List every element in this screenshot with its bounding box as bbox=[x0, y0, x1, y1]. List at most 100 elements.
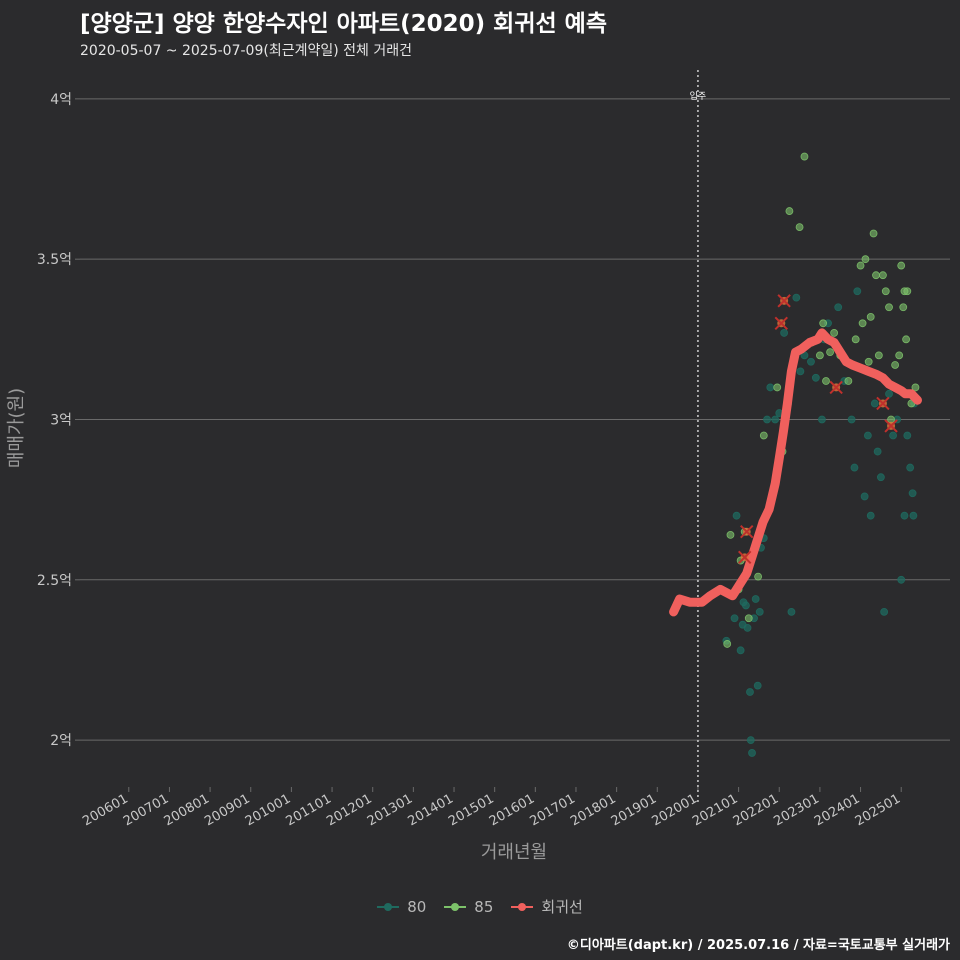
point-85-21 bbox=[851, 335, 860, 344]
x-tick-label-19: 202501 bbox=[853, 791, 903, 829]
point-80-38 bbox=[863, 431, 872, 440]
point-80-48 bbox=[900, 511, 909, 520]
marked-point-x-3 bbox=[777, 294, 791, 308]
legend-key-80-icon bbox=[377, 901, 400, 913]
marked-point-x-6 bbox=[884, 419, 898, 433]
point-85-29 bbox=[874, 351, 883, 360]
point-85-32 bbox=[885, 303, 893, 312]
legend-item-regression: 회귀선 bbox=[511, 896, 583, 917]
marked-point-0 bbox=[737, 550, 752, 565]
point-85-25 bbox=[864, 357, 873, 366]
point-80-6 bbox=[742, 601, 750, 610]
point-80-9 bbox=[746, 736, 755, 745]
marked-point-x-5 bbox=[876, 396, 890, 411]
point-85-20 bbox=[844, 377, 853, 385]
x-tick-label-13: 201901 bbox=[609, 791, 659, 829]
x-tick-label-2: 200801 bbox=[162, 791, 212, 829]
point-85-14 bbox=[816, 351, 824, 360]
chart-title: [양양군] 양양 한양수자인 아파트(2020) 회귀선 예측 bbox=[80, 11, 607, 37]
source-caption: ©디아파트(dapt.kr) / 2025.07.16 / 자료=국토교통부 실… bbox=[566, 938, 950, 953]
point-85-17 bbox=[826, 348, 834, 357]
point-80-37 bbox=[860, 492, 869, 501]
point-80-27 bbox=[807, 357, 815, 366]
point-85-31 bbox=[881, 287, 890, 296]
point-85-6 bbox=[754, 572, 763, 581]
point-80-35 bbox=[850, 463, 859, 472]
data-points bbox=[722, 152, 920, 757]
point-80-44 bbox=[885, 389, 893, 398]
point-85-40 bbox=[903, 287, 912, 296]
point-80-39 bbox=[866, 511, 875, 520]
point-80-2 bbox=[732, 511, 741, 520]
marked-point-x-2 bbox=[774, 316, 788, 331]
point-85-42 bbox=[911, 383, 920, 392]
point-80-12 bbox=[751, 595, 760, 603]
point-85-34 bbox=[891, 361, 900, 369]
marked-point-1 bbox=[740, 524, 754, 539]
point-80-29 bbox=[818, 415, 826, 424]
point-80-24 bbox=[792, 293, 801, 302]
point-85-24 bbox=[861, 255, 870, 264]
y-axis-label: 매매가(원) bbox=[6, 388, 27, 468]
point-80-18 bbox=[766, 383, 775, 392]
move-in-label: 입주 bbox=[690, 90, 707, 102]
point-80-40 bbox=[870, 399, 879, 408]
point-80-51 bbox=[908, 489, 917, 498]
legend-label-85: 85 bbox=[474, 897, 494, 916]
legend-key-regression-icon bbox=[511, 901, 534, 913]
point-85-27 bbox=[869, 229, 878, 238]
point-85-7 bbox=[759, 431, 768, 440]
point-80-43 bbox=[880, 607, 889, 616]
y-tick-label-3: 3.5억 bbox=[37, 252, 72, 268]
point-80-52 bbox=[909, 511, 918, 520]
point-80-7 bbox=[743, 623, 752, 632]
point-80-10 bbox=[748, 749, 756, 757]
point-85-16 bbox=[822, 377, 830, 385]
x-tick-label-0: 200601 bbox=[80, 791, 130, 829]
point-85-10 bbox=[785, 207, 794, 215]
marked-point-6 bbox=[884, 419, 898, 433]
x-tick-label-18: 202401 bbox=[812, 791, 862, 829]
x-tick-label-17: 202301 bbox=[771, 791, 821, 829]
point-80-50 bbox=[906, 463, 915, 472]
point-85-12 bbox=[800, 152, 809, 161]
x-tick-label-15: 202101 bbox=[690, 791, 740, 829]
point-85-23 bbox=[858, 319, 867, 328]
point-85-15 bbox=[819, 319, 828, 328]
point-85-5 bbox=[744, 614, 753, 623]
point-85-8 bbox=[773, 383, 782, 392]
point-80-21 bbox=[780, 329, 789, 337]
move-in-marker: 입주 bbox=[690, 70, 707, 805]
point-80-3 bbox=[736, 646, 745, 655]
x-tick-label-4: 201001 bbox=[243, 791, 293, 829]
x-tick-label-1: 200701 bbox=[121, 791, 171, 829]
point-80-32 bbox=[834, 303, 843, 312]
marked-point-x-4 bbox=[829, 380, 843, 395]
y-tick-label-0: 2억 bbox=[50, 733, 72, 749]
marked-point-5 bbox=[876, 396, 890, 411]
point-80-14 bbox=[755, 607, 764, 616]
point-85-11 bbox=[795, 223, 804, 232]
marked-point-x-1 bbox=[740, 524, 754, 539]
marked-point-3 bbox=[777, 294, 791, 308]
x-axis-label: 거래년월 bbox=[481, 842, 547, 863]
point-85-22 bbox=[856, 261, 865, 270]
x-tick-labels: 2006012007012008012009012010012011012012… bbox=[80, 791, 903, 829]
point-85-39 bbox=[902, 335, 910, 344]
legend-label-regression: 회귀선 bbox=[541, 898, 583, 916]
point-80-1 bbox=[730, 614, 739, 623]
regression-line-layer bbox=[669, 328, 922, 617]
x-tick-label-14: 202001 bbox=[649, 791, 699, 829]
point-80-23 bbox=[787, 607, 796, 616]
marked-point-4 bbox=[829, 380, 843, 395]
point-85-37 bbox=[899, 303, 908, 312]
point-80-42 bbox=[876, 473, 885, 482]
point-80-13 bbox=[753, 681, 762, 690]
x-tick-label-6: 201201 bbox=[324, 791, 374, 829]
x-tick-label-12: 201801 bbox=[568, 791, 618, 829]
point-85-1 bbox=[726, 531, 735, 539]
legend-item-85: 85 bbox=[444, 898, 493, 916]
point-80-8 bbox=[746, 688, 754, 696]
x-tick-label-9: 201501 bbox=[446, 791, 496, 829]
